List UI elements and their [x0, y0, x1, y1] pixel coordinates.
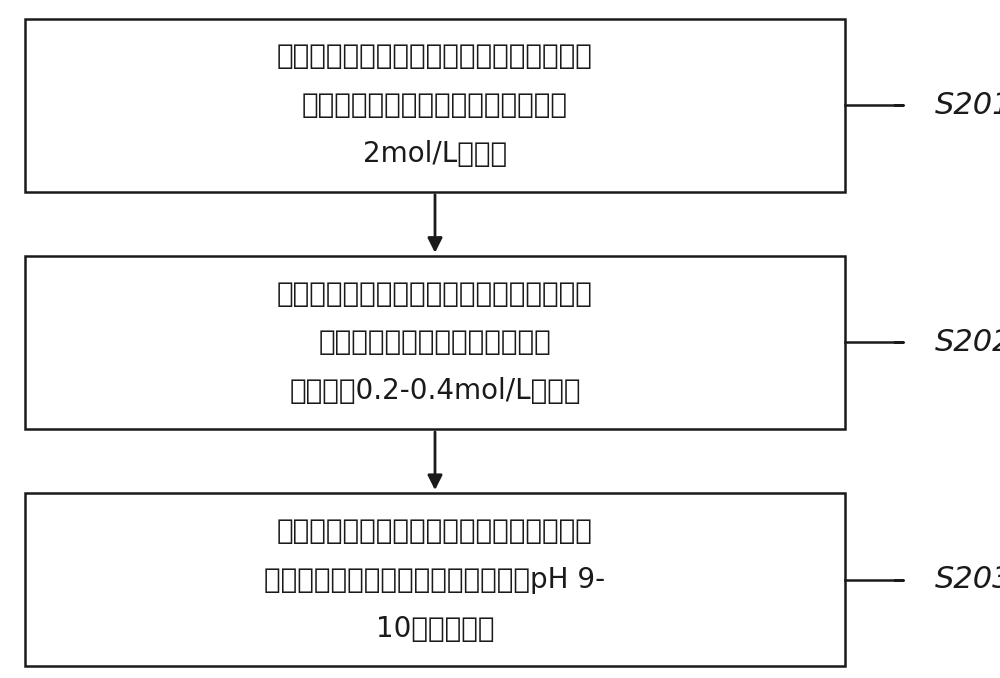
Bar — [25, 18, 845, 191]
Text: S202: S202 — [935, 328, 1000, 357]
Text: S201: S201 — [935, 91, 1000, 119]
Text: 2mol/L的盐酸: 2mol/L的盐酸 — [363, 140, 507, 168]
Text: 第二洗后液和第二洗后有机相，: 第二洗后液和第二洗后有机相， — [319, 328, 551, 357]
Text: 10的碱性溶液: 10的碱性溶液 — [376, 614, 494, 643]
Text: 洗魈酸为0.2-0.4mol/L的盐酸: 洗魈酸为0.2-0.4mol/L的盐酸 — [289, 377, 581, 405]
Text: 采用洗魈酸对第一洗后有机相进行洗洤得到: 采用洗魈酸对第一洗后有机相进行洗洤得到 — [277, 279, 593, 308]
Text: S203: S203 — [935, 565, 1000, 594]
Text: 洗后液和第一洗后有机相，洗镕酸为: 洗后液和第一洗后有机相，洗镕酸为 — [302, 91, 568, 119]
Bar — [25, 256, 845, 429]
Text: 采用洗镕酸对负载有机相进行洗洤得到第一: 采用洗镕酸对负载有机相进行洗洤得到第一 — [277, 42, 593, 71]
Bar — [25, 494, 845, 666]
Text: 第三洗后液和再生有机相，洗鐵液为pH 9-: 第三洗后液和再生有机相，洗鐵液为pH 9- — [264, 565, 606, 594]
Text: 采用洗鐵液对第二洗后有机相进行洗洤得到: 采用洗鐵液对第二洗后有机相进行洗洤得到 — [277, 517, 593, 545]
